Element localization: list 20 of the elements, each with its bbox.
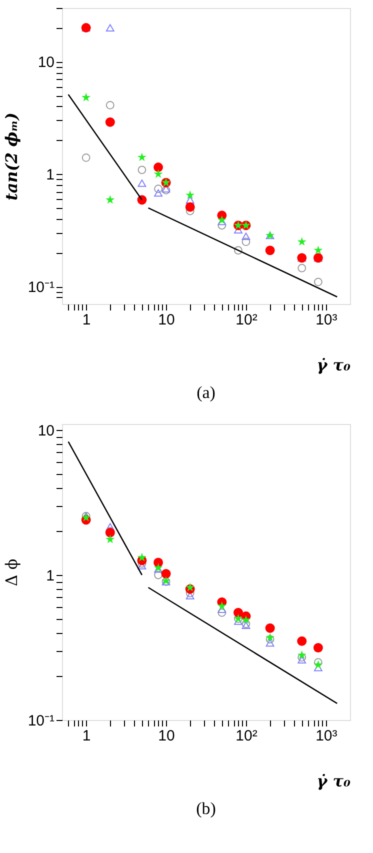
x-axis-title: γ̇ τ₀ — [316, 772, 350, 790]
x-tick-label: 10 — [158, 312, 175, 328]
y-tick-label: 10⁻¹ — [28, 279, 54, 296]
x-tick-label: 10² — [236, 312, 258, 328]
x-tick-label: 1 — [82, 312, 91, 328]
y-axis-title: Δ ϕ — [2, 558, 21, 586]
x-tick-label: 10³ — [316, 312, 338, 328]
x-axis-title: γ̇ τ₀ — [316, 356, 350, 374]
text: (b) — [196, 799, 216, 818]
y-tick-label: 1 — [46, 166, 54, 184]
x-tick-label: 1 — [82, 728, 91, 744]
x-tick-label: 10³ — [316, 728, 338, 744]
x-tick-label: 10 — [158, 728, 175, 744]
y-tick-label: 10 — [38, 422, 54, 440]
x-tick-label: 10² — [236, 728, 258, 744]
y-tick-label: 10 — [38, 54, 54, 72]
y-axis-title: tan(2 ϕₘ) — [2, 112, 21, 200]
y-tick-label: 1 — [46, 568, 54, 584]
y-tick-label: 10⁻¹ — [28, 712, 54, 730]
text: (a) — [196, 383, 216, 402]
